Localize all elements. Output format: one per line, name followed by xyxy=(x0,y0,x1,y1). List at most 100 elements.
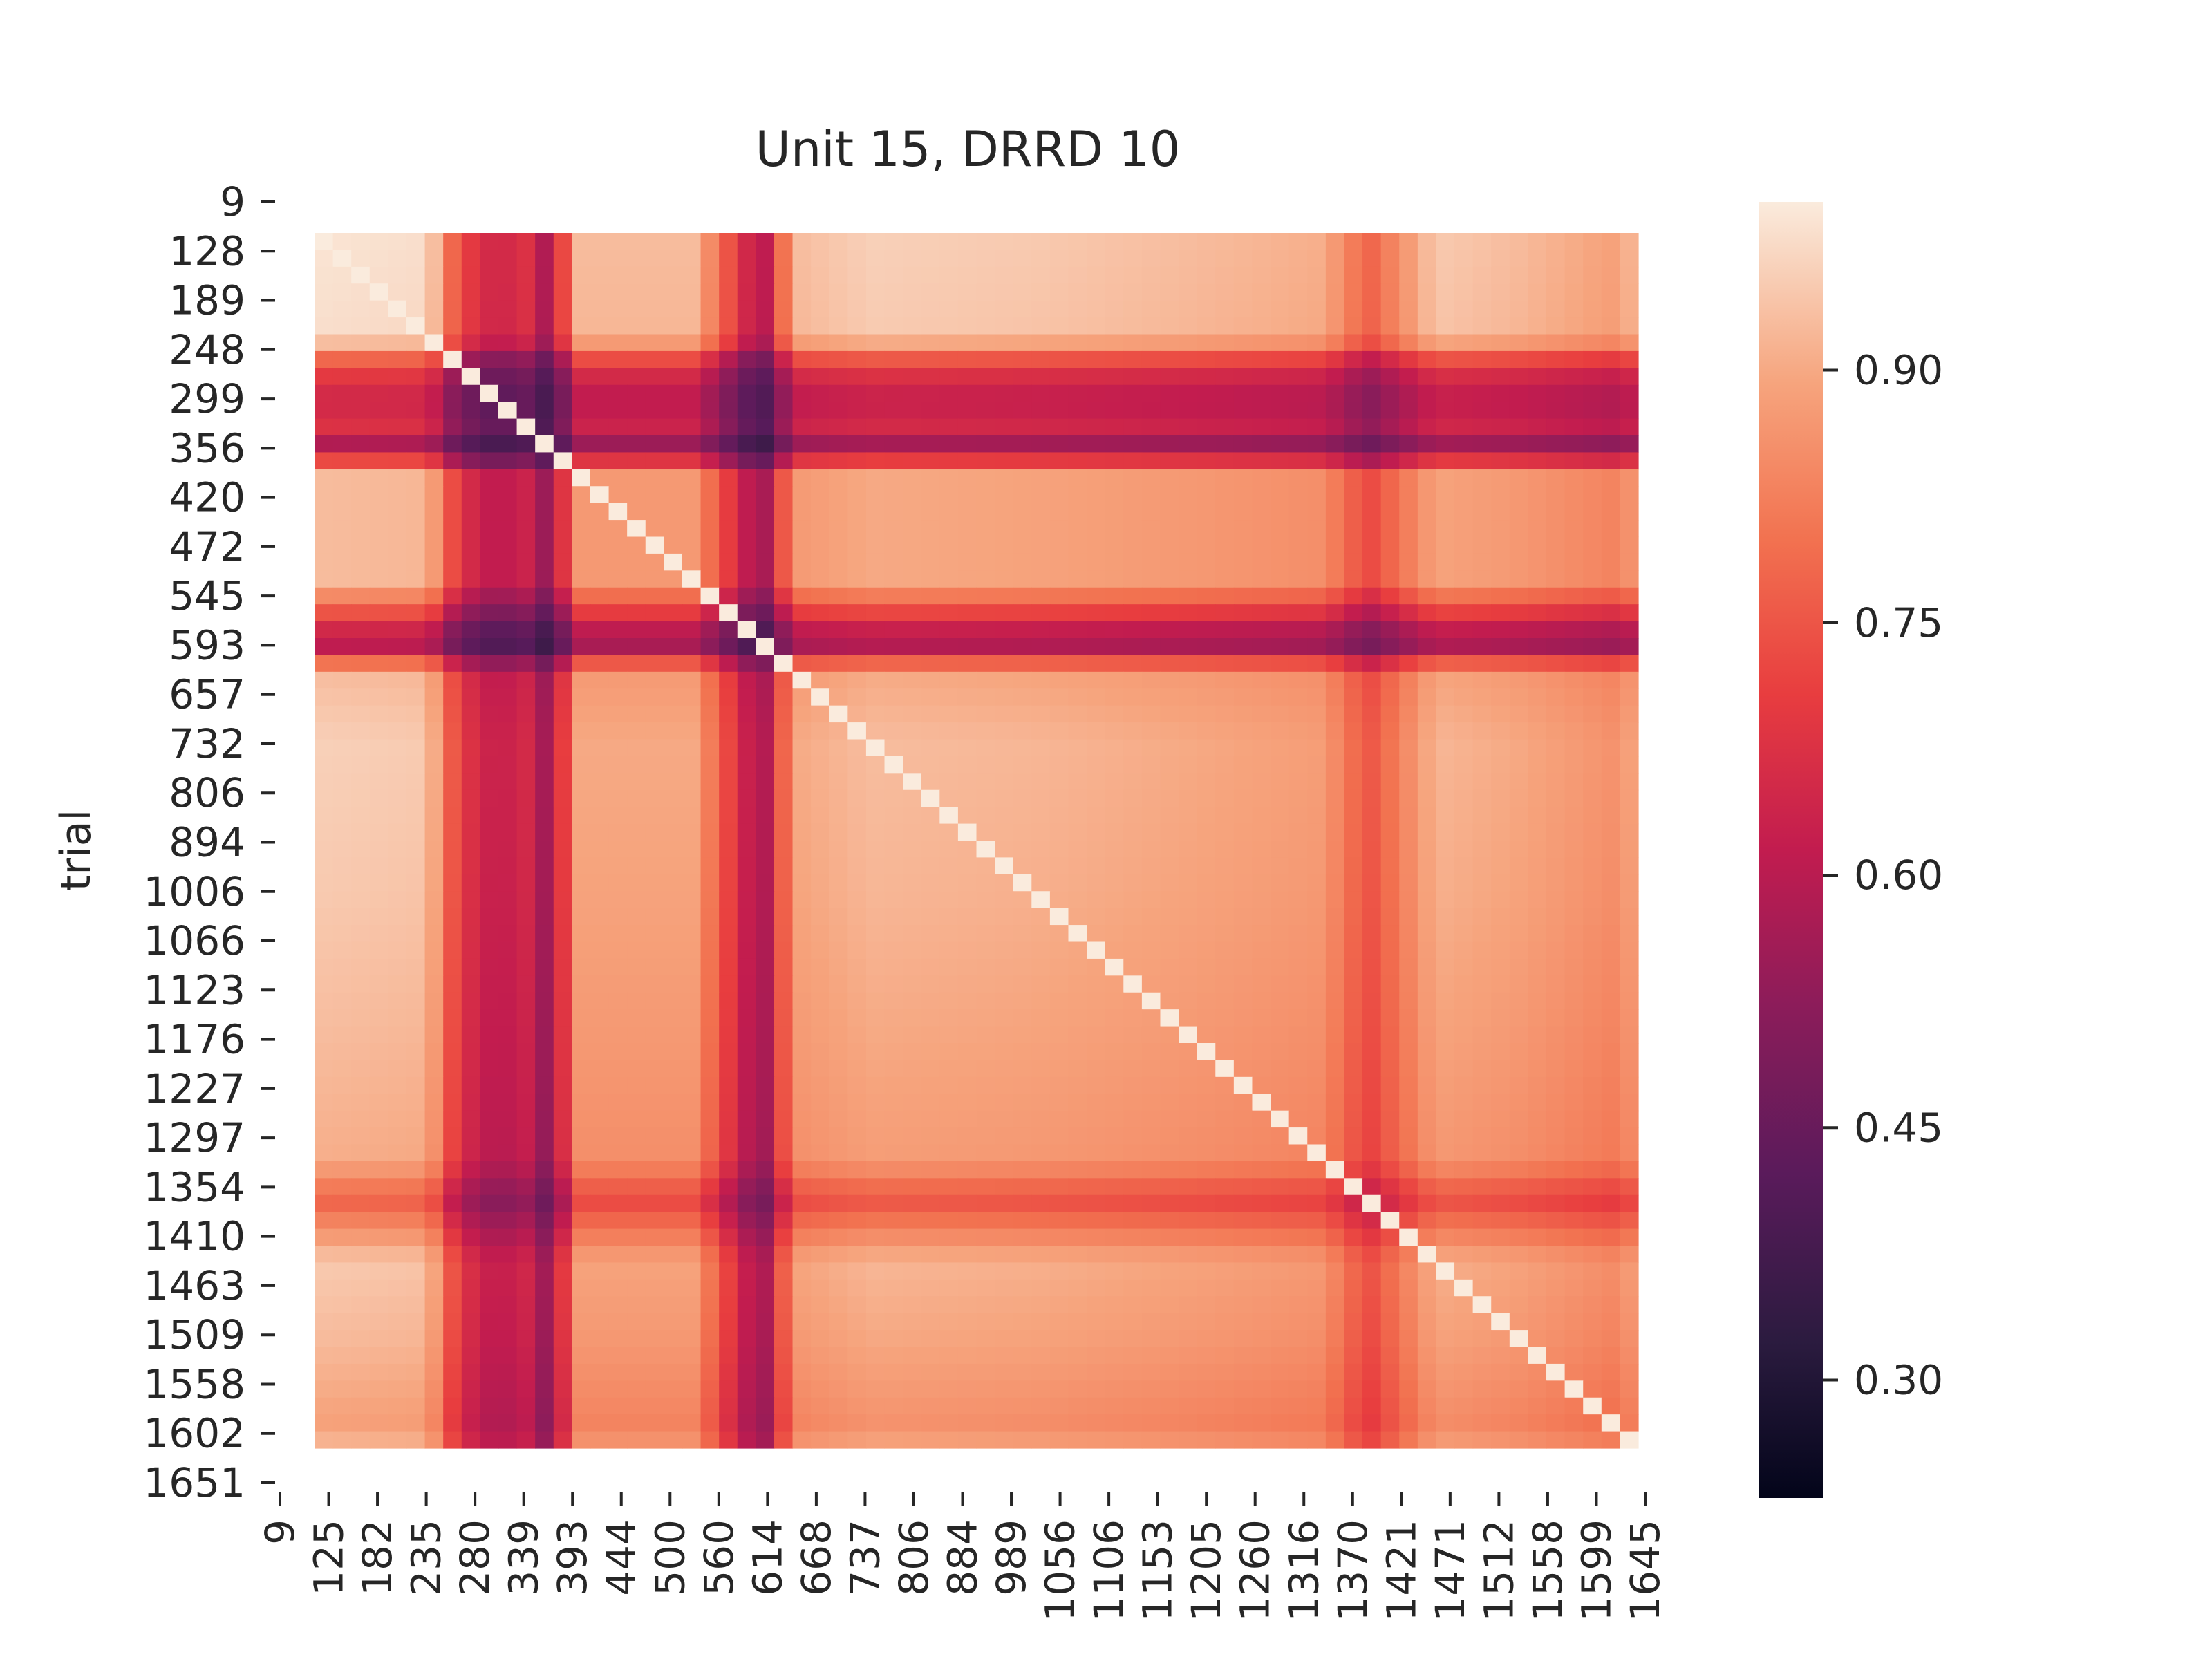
heatmap-cell xyxy=(1087,655,1106,673)
heatmap-cell xyxy=(406,503,426,521)
heatmap-cell xyxy=(516,891,536,909)
heatmap-cell xyxy=(756,1094,775,1112)
heatmap-cell xyxy=(1013,756,1032,774)
heatmap-cell xyxy=(1105,503,1124,521)
heatmap-cell xyxy=(1454,1363,1474,1381)
heatmap-cell xyxy=(939,1127,959,1145)
heatmap-cell xyxy=(1325,334,1345,352)
heatmap-cell xyxy=(1564,1043,1584,1061)
heatmap-cell xyxy=(1546,975,1566,993)
heatmap-cell xyxy=(1436,874,1455,892)
heatmap-cell xyxy=(1179,1262,1198,1280)
heatmap-cell xyxy=(682,958,702,976)
heatmap-cell xyxy=(590,823,610,841)
heatmap-cell xyxy=(1564,857,1584,875)
heatmap-cell xyxy=(1307,587,1327,605)
heatmap-cell xyxy=(369,722,388,740)
heatmap-cell xyxy=(1288,418,1308,436)
heatmap-cell xyxy=(884,283,903,301)
heatmap-cell xyxy=(1417,908,1437,926)
heatmap-cell xyxy=(682,418,702,436)
heatmap-cell xyxy=(1271,705,1290,723)
heatmap-cell xyxy=(1271,1094,1290,1112)
heatmap-cell xyxy=(995,1144,1014,1162)
heatmap-cell xyxy=(719,789,738,807)
heatmap-cell xyxy=(1325,975,1345,993)
heatmap-cell xyxy=(884,891,903,909)
heatmap-cell xyxy=(903,1094,922,1112)
heatmap-cell xyxy=(719,958,738,976)
heatmap-cell xyxy=(572,435,591,453)
heatmap-cell xyxy=(1141,1144,1161,1162)
heatmap-cell xyxy=(756,553,775,571)
heatmap-cell xyxy=(865,1060,885,1078)
heatmap-cell xyxy=(1436,435,1455,453)
heatmap-cell xyxy=(995,992,1014,1010)
heatmap-cell xyxy=(1197,503,1216,521)
heatmap-cell xyxy=(1068,604,1087,622)
heatmap-cell xyxy=(590,1144,610,1162)
heatmap-cell xyxy=(1288,823,1308,841)
heatmap-cell xyxy=(1307,1060,1327,1078)
heatmap-cell xyxy=(1215,233,1235,251)
heatmap-cell xyxy=(1380,1296,1400,1314)
heatmap-cell xyxy=(480,671,499,689)
heatmap-cell xyxy=(1583,789,1602,807)
heatmap-cell xyxy=(921,722,940,740)
heatmap-cell xyxy=(1123,250,1143,268)
heatmap-cell xyxy=(1197,334,1216,352)
heatmap-cell xyxy=(498,975,518,993)
heatmap-cell xyxy=(700,1313,720,1331)
heatmap-cell xyxy=(480,722,499,740)
heatmap-cell xyxy=(1179,604,1198,622)
heatmap-cell xyxy=(1564,908,1584,926)
heatmap-cell xyxy=(719,1363,738,1381)
heatmap-cell xyxy=(332,368,352,386)
heatmap-cell xyxy=(792,553,812,571)
heatmap-cell xyxy=(1087,1026,1106,1044)
heatmap-cell xyxy=(1380,857,1400,875)
heatmap-cell xyxy=(1105,300,1124,318)
heatmap-cell xyxy=(976,958,995,976)
heatmap-cell xyxy=(1068,756,1087,774)
heatmap-cell xyxy=(351,1144,371,1162)
heatmap-cell xyxy=(516,722,536,740)
heatmap-cell xyxy=(369,958,388,976)
heatmap-cell xyxy=(1049,570,1069,588)
heatmap-cell xyxy=(1325,317,1345,335)
heatmap-cell xyxy=(1233,1144,1253,1162)
heatmap-cell xyxy=(1454,1127,1474,1145)
heatmap-cell xyxy=(1564,638,1584,656)
heatmap-cell xyxy=(1013,1363,1032,1381)
heatmap-cell xyxy=(369,1194,388,1212)
heatmap-cell xyxy=(590,807,610,825)
heatmap-cell xyxy=(645,975,664,993)
heatmap-cell xyxy=(1344,1110,1363,1128)
heatmap-cell xyxy=(1123,1228,1143,1246)
heatmap-cell xyxy=(1546,1296,1566,1314)
heatmap-cell xyxy=(1491,1127,1510,1145)
heatmap-cell xyxy=(700,688,720,706)
heatmap-cell xyxy=(884,300,903,318)
heatmap-cell xyxy=(1105,536,1124,554)
heatmap-cell xyxy=(351,671,371,689)
heatmap-cell xyxy=(774,570,794,588)
heatmap-cell xyxy=(1179,807,1198,825)
heatmap-cell xyxy=(1013,1380,1032,1398)
heatmap-cell xyxy=(627,1212,646,1230)
heatmap-cell xyxy=(480,553,499,571)
heatmap-cell xyxy=(1271,317,1290,335)
heatmap-cell xyxy=(865,1161,885,1179)
heatmap-cell xyxy=(516,520,536,538)
heatmap-cell xyxy=(1049,1347,1069,1365)
heatmap-cell xyxy=(957,1127,977,1145)
heatmap-cell xyxy=(847,1313,867,1331)
heatmap-cell xyxy=(939,1178,959,1196)
heatmap-cell xyxy=(1160,739,1179,757)
heatmap-cell xyxy=(995,722,1014,740)
heatmap-cell xyxy=(1583,520,1602,538)
heatmap-cell xyxy=(1031,975,1051,993)
heatmap-cell xyxy=(1252,655,1271,673)
heatmap-cell xyxy=(1160,334,1179,352)
heatmap-cell xyxy=(1141,553,1161,571)
